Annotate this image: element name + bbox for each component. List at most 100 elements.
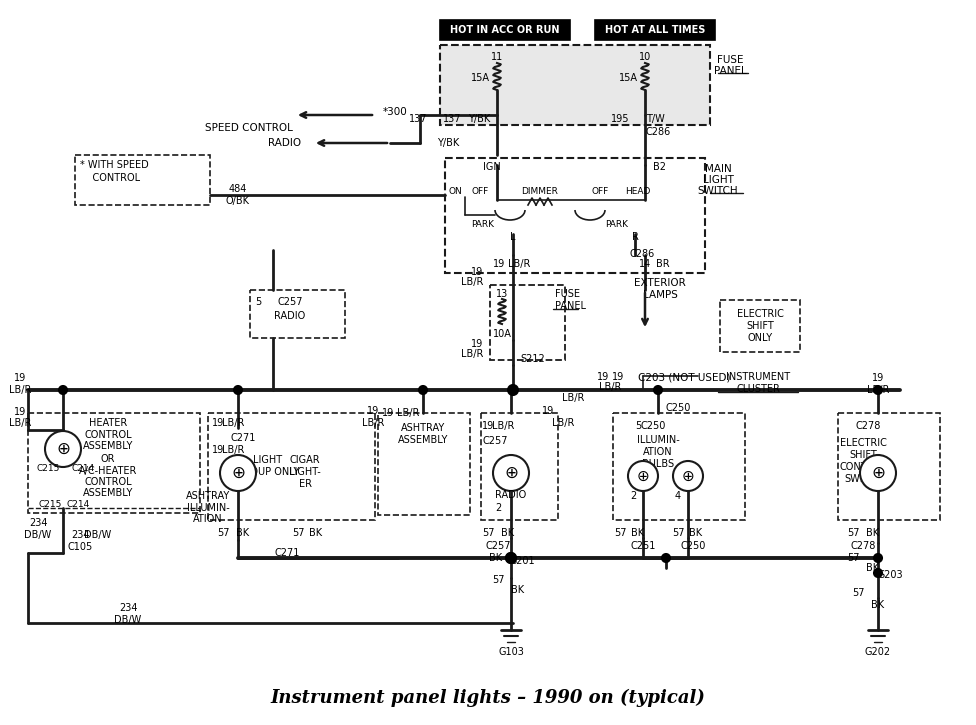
Text: 57: 57 [217, 528, 229, 538]
Text: ASSEMBLY: ASSEMBLY [83, 488, 133, 498]
Text: LB/R: LB/R [222, 445, 244, 455]
Bar [75, 155, 210, 205]
Text: LIGHT: LIGHT [254, 455, 283, 465]
Text: 57: 57 [847, 528, 859, 538]
Circle shape [45, 431, 81, 467]
Text: 57: 57 [492, 575, 505, 585]
Text: CONTROL: CONTROL [84, 477, 132, 487]
Text: SHIFT: SHIFT [849, 450, 876, 460]
Text: G103: G103 [498, 647, 524, 657]
Text: 19: 19 [872, 373, 884, 383]
Text: Y/BK: Y/BK [468, 114, 490, 124]
Text: C278: C278 [850, 541, 875, 551]
Text: ONLY: ONLY [748, 333, 773, 343]
Text: RADIO: RADIO [267, 138, 301, 148]
Circle shape [874, 569, 882, 577]
Text: HOT AT ALL TIMES: HOT AT ALL TIMES [605, 25, 706, 35]
Text: MAIN: MAIN [705, 164, 731, 174]
Bar [440, 45, 710, 125]
Text: 57: 57 [852, 588, 865, 598]
Text: 57: 57 [671, 528, 684, 538]
Text: 10: 10 [639, 52, 651, 62]
Text: ⊕: ⊕ [56, 440, 70, 458]
Text: C214: C214 [71, 463, 95, 473]
Text: * WITH SPEED: * WITH SPEED [80, 160, 148, 170]
Text: C257: C257 [277, 297, 303, 307]
Text: C250: C250 [666, 403, 691, 413]
Text: HEAD: HEAD [626, 186, 651, 196]
Text: ATION: ATION [643, 447, 672, 457]
Text: FUSE: FUSE [716, 55, 744, 65]
Circle shape [506, 553, 516, 563]
Circle shape [59, 386, 67, 394]
Text: 19: 19 [470, 267, 483, 277]
Text: RADIO: RADIO [496, 490, 527, 500]
Text: 19: 19 [470, 339, 483, 349]
Text: ASSEMBLY: ASSEMBLY [83, 441, 133, 451]
Circle shape [874, 554, 882, 562]
Text: BK: BK [502, 528, 514, 538]
Circle shape [662, 554, 670, 562]
Text: LIGHT-: LIGHT- [289, 467, 321, 477]
Circle shape [628, 461, 658, 491]
Circle shape [234, 386, 242, 394]
Text: ILLUMIN-: ILLUMIN- [636, 435, 679, 445]
Text: LB/R: LB/R [461, 349, 483, 359]
Text: BK: BK [872, 600, 884, 610]
Text: LB/R: LB/R [397, 408, 419, 418]
Text: 15A: 15A [619, 73, 637, 83]
Text: BK: BK [489, 553, 503, 563]
Text: C250: C250 [680, 541, 706, 551]
Bar [595, 20, 715, 40]
Text: LB/R: LB/R [9, 385, 31, 395]
Text: BK: BK [511, 585, 524, 595]
Text: 19: 19 [212, 445, 224, 455]
Text: PARK: PARK [605, 220, 629, 228]
Text: C215: C215 [38, 500, 61, 508]
Text: 19: 19 [14, 407, 26, 417]
Text: BULBS: BULBS [642, 459, 674, 469]
Text: ⊕: ⊕ [681, 468, 694, 484]
Circle shape [874, 386, 882, 394]
Text: IGN: IGN [483, 162, 501, 172]
Text: T/W: T/W [646, 114, 665, 124]
Text: 19: 19 [597, 372, 609, 382]
Bar [440, 20, 570, 40]
Text: LB/R: LB/R [867, 385, 889, 395]
Text: LIGHT: LIGHT [703, 175, 733, 185]
Text: 57: 57 [847, 553, 859, 563]
Text: 19: 19 [212, 418, 224, 428]
Text: PARK: PARK [471, 220, 495, 228]
Text: OFF: OFF [471, 186, 489, 196]
Text: 137: 137 [409, 114, 427, 124]
Text: PANEL: PANEL [713, 66, 747, 76]
Text: 5: 5 [255, 297, 262, 307]
Text: O/BK: O/BK [226, 196, 250, 206]
Text: 234: 234 [119, 603, 138, 613]
Text: ER: ER [299, 479, 311, 489]
Text: ATION: ATION [193, 514, 223, 524]
Circle shape [860, 455, 896, 491]
Text: 19: 19 [367, 406, 379, 416]
Text: Y/BK: Y/BK [437, 138, 459, 148]
Text: DB/W: DB/W [84, 530, 111, 540]
Bar [28, 413, 200, 513]
Text: LB/R: LB/R [492, 421, 514, 431]
Text: 19: 19 [612, 372, 624, 382]
Text: 137: 137 [443, 114, 462, 124]
Text: 57: 57 [482, 528, 494, 538]
Text: SHIFT: SHIFT [746, 321, 774, 331]
Text: 195: 195 [611, 114, 630, 124]
Text: LB/R: LB/R [562, 393, 585, 403]
Text: C257: C257 [485, 541, 510, 551]
Text: C251: C251 [630, 541, 656, 551]
Text: CONTROL: CONTROL [839, 462, 887, 472]
Text: 19: 19 [382, 408, 394, 418]
Text: 4: 4 [675, 491, 681, 501]
Bar [613, 413, 745, 520]
Text: 2: 2 [630, 491, 636, 501]
Text: HOT IN ACC OR RUN: HOT IN ACC OR RUN [450, 25, 560, 35]
Text: 15A: 15A [470, 73, 490, 83]
Text: LB/R: LB/R [461, 277, 483, 287]
Text: S212: S212 [520, 354, 545, 364]
